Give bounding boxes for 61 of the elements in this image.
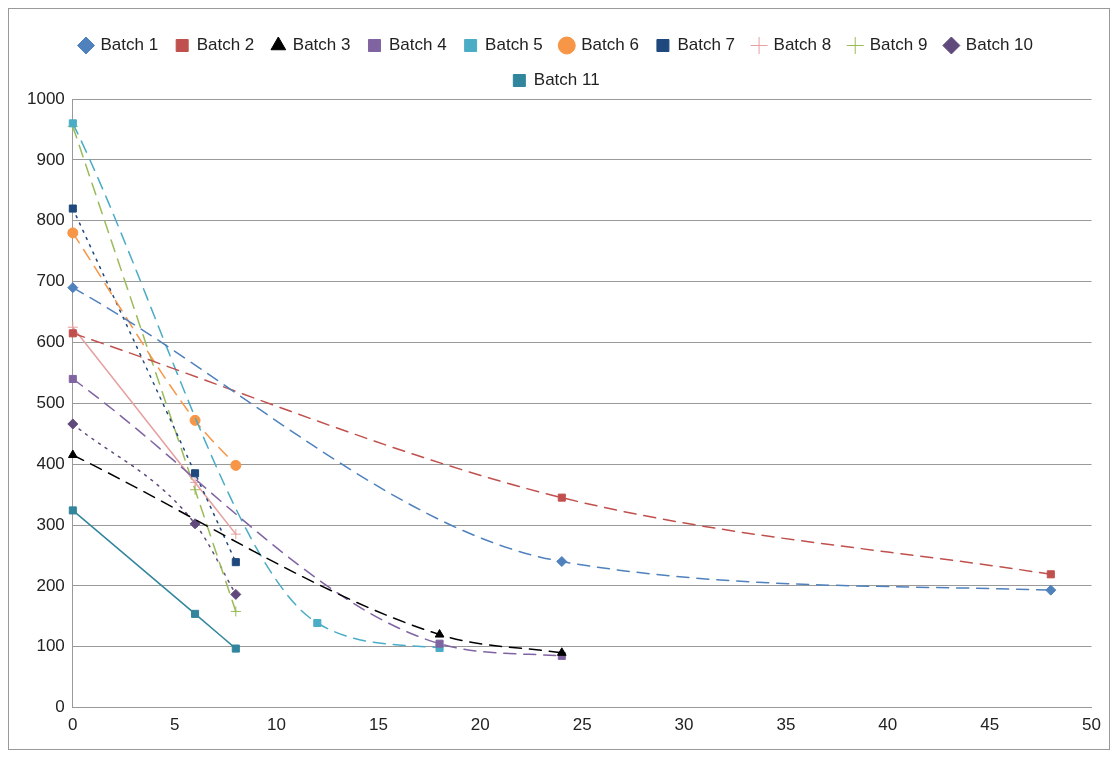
- y-tick-label: 600: [36, 332, 65, 352]
- x-tick-label: 20: [470, 715, 490, 735]
- point: [191, 609, 200, 618]
- point: [67, 449, 78, 459]
- legend-label: Batch 11: [533, 70, 600, 90]
- legend-label: Batch 10: [965, 35, 1033, 55]
- point: [191, 469, 200, 478]
- point: [231, 644, 240, 653]
- legend-label: Batch 3: [292, 35, 351, 55]
- point: [313, 618, 322, 628]
- point: [67, 418, 79, 430]
- y-tick-label: 500: [36, 392, 65, 412]
- point: [231, 558, 240, 567]
- y-tick-label: 300: [36, 514, 65, 534]
- x-tick-label: 5: [169, 715, 180, 735]
- x-tick-label: 15: [368, 715, 388, 735]
- x-tick-label: 10: [267, 715, 287, 735]
- point: [435, 639, 444, 648]
- y-tick-label: 900: [36, 149, 65, 169]
- legend-label: Batch 9: [869, 35, 928, 55]
- y-tick-label: 800: [36, 210, 65, 230]
- point: [557, 493, 566, 502]
- legend-label: Batch 8: [773, 35, 832, 55]
- point: [67, 227, 79, 239]
- legend-label: Batch 5: [485, 35, 543, 55]
- point: [230, 459, 242, 471]
- point: [189, 476, 201, 488]
- point: [68, 204, 77, 213]
- legend-label: Batch 4: [388, 35, 447, 55]
- y-tick-label: 400: [36, 453, 65, 473]
- legend-label: Batch 1: [100, 35, 159, 55]
- x-tick-label: 25: [572, 715, 592, 735]
- legend-label: Batch 2: [196, 35, 255, 55]
- x-tick-label: 35: [776, 715, 796, 735]
- x-tick-label: 45: [980, 715, 1000, 735]
- point: [189, 518, 201, 530]
- point: [189, 484, 201, 496]
- point: [556, 556, 568, 568]
- point: [68, 329, 77, 338]
- point: [230, 605, 242, 617]
- point: [68, 374, 77, 383]
- y-tick-label: 0: [55, 697, 65, 717]
- y-tick-label: 1000: [26, 88, 65, 108]
- point: [230, 528, 242, 540]
- point: [1046, 570, 1055, 579]
- point: [68, 506, 77, 515]
- x-tick-label: 0: [68, 715, 78, 735]
- y-tick-label: 200: [36, 575, 65, 595]
- point: [434, 629, 445, 638]
- point: [230, 588, 242, 600]
- point: [1045, 584, 1057, 596]
- x-tick-label: 50: [1082, 715, 1102, 735]
- x-tick-label: 40: [878, 715, 898, 735]
- point: [556, 647, 567, 656]
- x-tick-label: 30: [674, 715, 694, 735]
- legend-label: Batch 6: [581, 35, 639, 55]
- legend-label: Batch 7: [677, 35, 736, 55]
- point: [67, 282, 79, 294]
- y-tick-label: 100: [36, 636, 65, 656]
- y-tick-label: 700: [36, 271, 65, 291]
- point: [68, 119, 77, 128]
